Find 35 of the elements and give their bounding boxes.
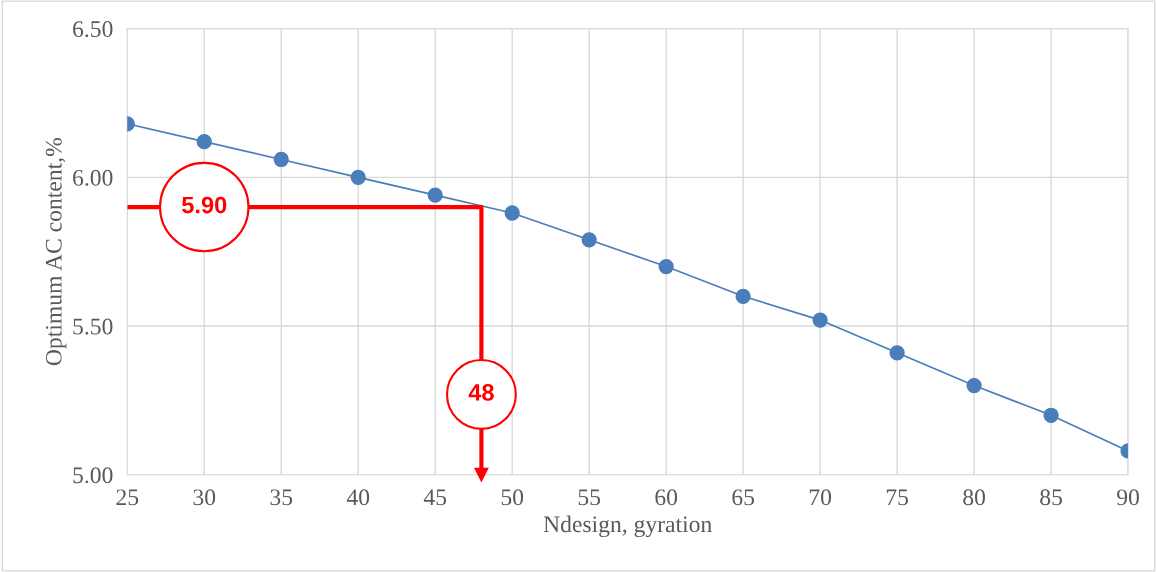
x-tick-label: 30 xyxy=(193,489,216,506)
x-tick-label: 45 xyxy=(423,489,447,506)
x-tick-label: 65 xyxy=(732,489,755,506)
y-tick-label: 5.50 xyxy=(73,318,113,335)
x-tick-label: 85 xyxy=(1040,489,1062,506)
x-tick-label: 70 xyxy=(809,489,832,506)
point xyxy=(504,205,520,221)
annotation: 48 xyxy=(468,384,494,401)
x-tick-label: 75 xyxy=(886,489,908,506)
point xyxy=(196,133,212,150)
x-tick-label: 35 xyxy=(270,489,293,506)
point xyxy=(427,187,443,203)
point xyxy=(889,345,905,361)
point xyxy=(658,258,674,275)
point xyxy=(1043,407,1059,423)
x-tick-label: 50 xyxy=(501,489,524,506)
point xyxy=(966,377,982,394)
y-axis-title: Optimum AC content,% xyxy=(45,138,67,366)
x-tick-label: 60 xyxy=(655,489,678,506)
x-tick-label: 25 xyxy=(116,489,139,506)
x-tick-label: 90 xyxy=(1117,489,1139,506)
x-axis-title: Ndesign, gyration xyxy=(543,515,712,538)
annotation: 5.90 xyxy=(182,196,227,214)
point xyxy=(581,232,597,248)
x-tick-label: 40 xyxy=(346,489,370,506)
point xyxy=(812,312,828,328)
point xyxy=(350,169,366,185)
x-tick-label: 80 xyxy=(963,489,986,506)
x-tick-label: 55 xyxy=(578,489,601,506)
y-tick-label: 6.00 xyxy=(73,169,113,186)
point xyxy=(735,288,751,304)
point xyxy=(474,467,489,482)
point xyxy=(273,151,289,168)
y-tick-label: 5.00 xyxy=(73,467,113,484)
y-tick-label: 6.50 xyxy=(73,21,113,38)
